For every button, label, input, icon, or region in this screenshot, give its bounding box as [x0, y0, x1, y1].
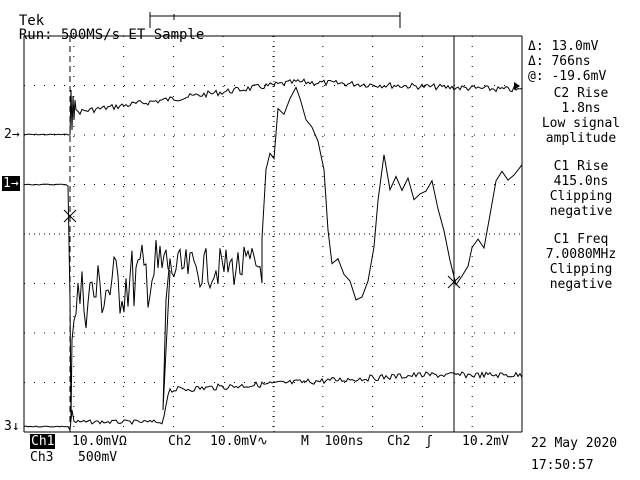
measurement-c2-rise: C2 Rise 1.8ns Low signal amplitude — [524, 86, 638, 146]
brand-label: Tek — [18, 13, 45, 29]
ch1-label: Ch1 — [30, 434, 56, 449]
measurement-note: Clipping — [549, 262, 613, 277]
cursor-x-mark-2 — [447, 275, 461, 289]
cursor-x-mark-1 — [63, 209, 77, 223]
measurement-c1-freq: C1 Freq 7.0080MHz Clipping negative — [524, 232, 638, 292]
graticule-grid — [23, 35, 523, 433]
ch1-scale: 10.0mVΩ — [72, 434, 127, 449]
measurement-title: C1 Freq — [553, 232, 609, 247]
measurement-note: amplitude — [545, 131, 617, 146]
trigger-level-arrow — [514, 82, 520, 90]
measurement-title: C1 Rise — [553, 159, 609, 174]
ch3-scale: 500mV — [78, 450, 118, 465]
trigger-slope-icon: ʃ — [425, 434, 433, 449]
cursor-delta-t: Δ: 766ns — [528, 54, 591, 69]
ch1-waveform — [23, 86, 523, 421]
ch2-label[interactable]: Ch2 — [168, 434, 192, 449]
measurement-value: 7.0080MHz — [545, 247, 617, 262]
ch2-waveform — [23, 78, 523, 136]
ch2-scale: 10.0mV∿ — [210, 434, 268, 449]
ch3-label[interactable]: Ch3 — [30, 450, 54, 465]
measurement-value: 1.8ns — [561, 101, 601, 116]
measurement-note: Low signal — [541, 116, 621, 131]
record-position-indicator — [149, 12, 401, 28]
trigger-level: 10.2mV — [462, 434, 509, 449]
timebase-readout: M 100ns — [301, 434, 364, 449]
measurement-c1-rise: C1 Rise 415.0ns Clipping negative — [524, 159, 638, 219]
measurement-value: 415.0ns — [553, 174, 609, 189]
cursor-at-v: @: -19.6mV — [528, 69, 607, 84]
ch1-ground-marker: 1→ — [2, 176, 20, 191]
scope-status-bar: Tek Run: 500MS/s ET Sample — [2, 0, 204, 42]
date-readout: 22 May 2020 — [531, 436, 618, 451]
ch3-waveform — [23, 371, 523, 432]
measurement-note: Clipping — [549, 189, 613, 204]
measurement-note: negative — [549, 204, 613, 219]
ch1-settings[interactable]: Ch1 — [30, 434, 56, 449]
ch2-ground-marker: 2→ — [4, 127, 20, 142]
ch1-marker-label: 1→ — [2, 176, 20, 191]
cursor-delta-v: Δ: 13.0mV — [528, 39, 599, 54]
time-readout: 17:50:57 — [531, 458, 594, 473]
trigger-source: Ch2 — [387, 434, 411, 449]
acquisition-status: Run: 500MS/s ET Sample — [18, 27, 205, 43]
measurement-note: negative — [549, 277, 613, 292]
measurement-title: C2 Rise — [553, 86, 609, 101]
ch3-ground-marker: 3↓ — [4, 419, 20, 434]
